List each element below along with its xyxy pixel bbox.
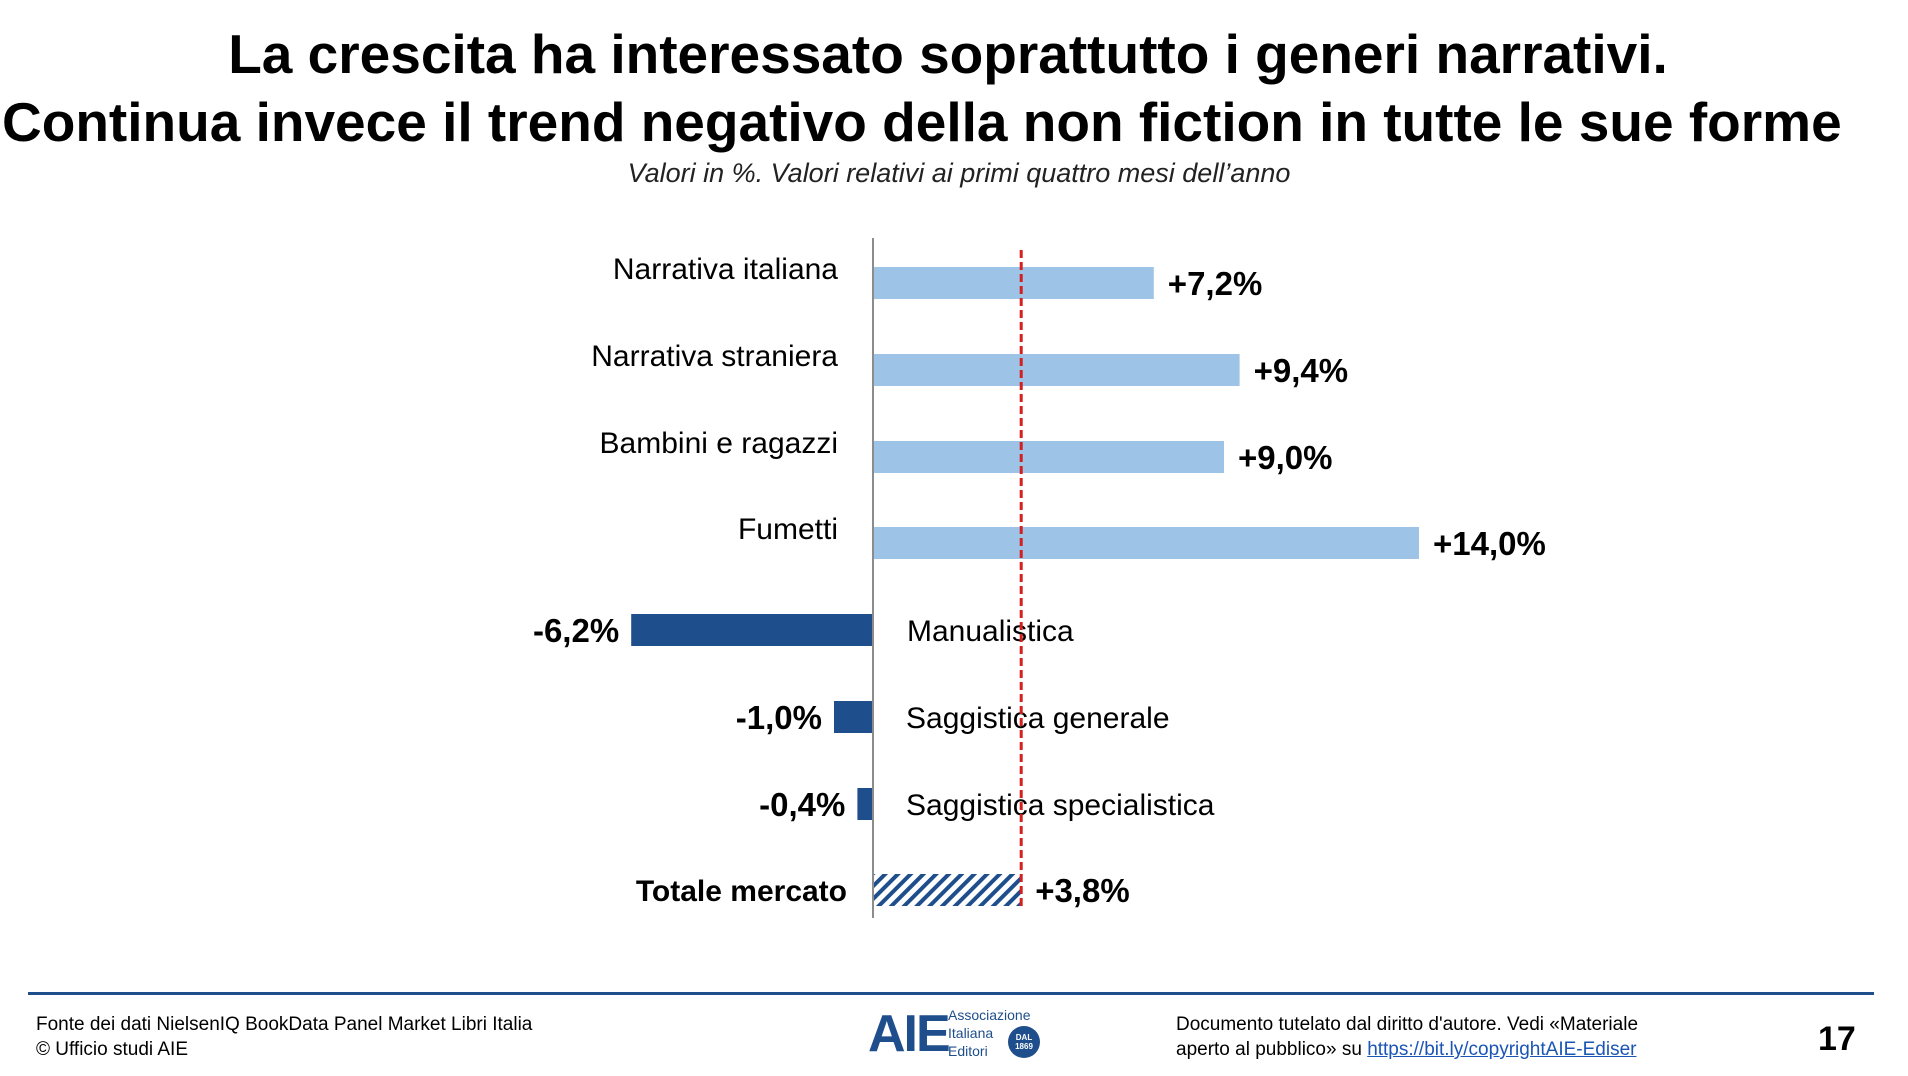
category-label-saggistica-generale: Saggistica generale [906, 702, 1170, 735]
bar-narrativa-straniera [873, 354, 1240, 386]
category-label-narrativa-italiana: Narrativa italiana [613, 253, 838, 286]
logo-assoc-line2: Italiana [948, 1025, 994, 1041]
category-label-narrativa-straniera: Narrativa straniera [591, 340, 838, 373]
bar-manualistica [631, 614, 873, 646]
page-title-line2: Continua invece il trend negativo della … [2, 91, 1842, 153]
source-text: Fonte dei dati NielsenIQ BookData Panel … [36, 1014, 533, 1035]
footer-copyright: Documento tutelato dal diritto d'autore.… [1176, 1012, 1638, 1062]
bar-narrativa-italiana [873, 267, 1154, 299]
page-number: 17 [1818, 1020, 1856, 1058]
value-label-fumetti: +14,0% [1433, 525, 1546, 562]
bar-bambini-e-ragazzi [873, 441, 1224, 473]
value-label-narrativa-straniera: +9,4% [1254, 352, 1349, 389]
bar-saggistica-specialistica [857, 788, 873, 820]
aie-logo-assoc: Associazione Italiana Editori [948, 1006, 1031, 1060]
chart-subtitle: Valori in %. Valori relativi ai primi qu… [627, 158, 1291, 188]
value-label-bambini-e-ragazzi: +9,0% [1238, 439, 1333, 476]
bar-totale-mercato [873, 874, 1022, 906]
bar-fumetti [873, 527, 1419, 559]
value-label-saggistica-specialistica: -0,4% [759, 786, 845, 823]
copyright-link[interactable]: https://bit.ly/copyrightAIE-Ediser [1367, 1039, 1637, 1060]
aie-logo-text: AIE [868, 1005, 951, 1063]
value-label-manualistica: -6,2% [533, 612, 619, 649]
aie-logo: AIE Associazione Italiana Editori DAL 18… [868, 1004, 1048, 1064]
bar-chart: Narrativa italiana +7,2% Narrativa stranie… [533, 238, 1546, 918]
logo-assoc-line3: Editori [948, 1043, 988, 1059]
copyright-notice: Documento tutelato dal diritto d'autore.… [1176, 1014, 1639, 1035]
value-label-totale-mercato: +3,8% [1035, 872, 1130, 909]
copyright-prefix: aperto al pubblico» su [1176, 1039, 1368, 1060]
value-label-saggistica-generale: -1,0% [736, 699, 822, 736]
category-label-manualistica: Manualistica [907, 615, 1074, 648]
footer-divider [28, 992, 1874, 995]
logo-badge: DAL 1869 [1008, 1026, 1040, 1058]
footer-source: Fonte dei dati NielsenIQ BookData Panel … [36, 1012, 532, 1062]
category-label-totale-mercato: Totale mercato [636, 875, 847, 908]
category-label-bambini-e-ragazzi: Bambini e ragazzi [600, 427, 838, 460]
bar-saggistica-generale [834, 701, 873, 733]
value-label-narrativa-italiana: +7,2% [1168, 265, 1263, 302]
copyright-notice-line2: aperto al pubblico» su https://bit.ly/co… [1176, 1037, 1638, 1062]
category-label-fumetti: Fumetti [738, 513, 838, 546]
logo-assoc-line1: Associazione [948, 1007, 1031, 1023]
page-title-line1: La crescita ha interessato soprattutto i… [228, 23, 1668, 85]
category-label-saggistica-specialistica: Saggistica specialistica [906, 789, 1215, 822]
copyright-owner: © Ufficio studi AIE [36, 1039, 188, 1060]
